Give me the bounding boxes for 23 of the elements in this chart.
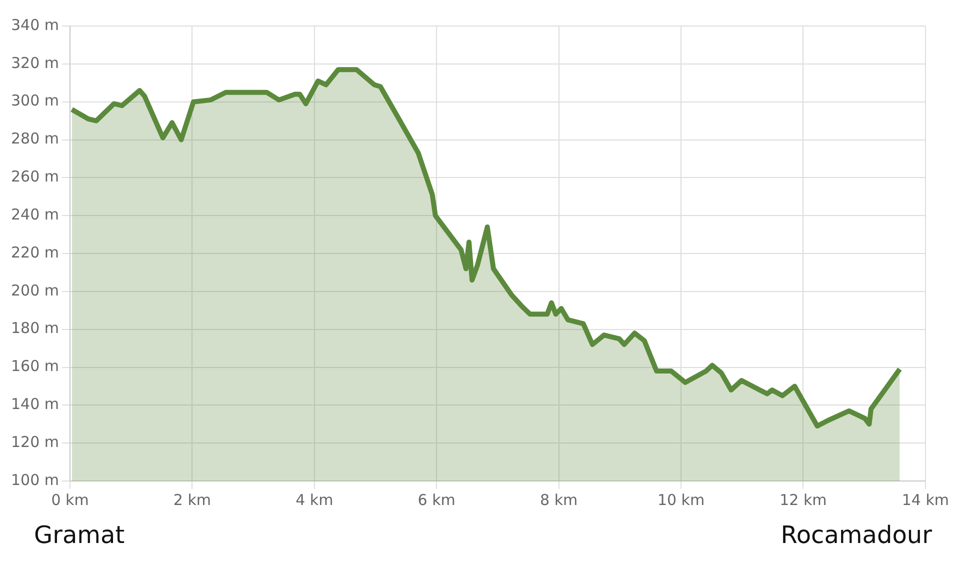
y-tick-label: 180 m <box>10 319 60 338</box>
x-tick-label: 4 km <box>296 490 334 509</box>
x-tick-label: 2 km <box>173 490 212 509</box>
y-tick-label: 220 m <box>10 243 60 262</box>
x-tick-label: 14 km <box>902 490 949 509</box>
y-tick-label: 160 m <box>10 357 60 376</box>
y-tick-label: 200 m <box>10 281 60 300</box>
x-tick-label: 12 km <box>780 490 827 509</box>
y-tick-label: 340 m <box>10 16 60 34</box>
y-tick-label: 140 m <box>10 395 60 414</box>
y-tick-label: 120 m <box>10 432 60 451</box>
y-tick-label: 260 m <box>10 168 60 186</box>
x-tick-label: 0 km <box>51 490 89 509</box>
text: Rocamadour <box>780 521 932 549</box>
y-tick-label: 100 m <box>10 470 60 489</box>
y-tick-label: 280 m <box>10 130 60 148</box>
x-tick-label: 8 km <box>540 490 578 509</box>
y-tick-label: 320 m <box>10 54 60 72</box>
text: Gramat <box>34 521 125 549</box>
y-tick-label: 240 m <box>10 205 60 224</box>
x-tick-label: 6 km <box>418 490 456 509</box>
y-tick-label: 300 m <box>10 92 60 110</box>
x-tick-label: 10 km <box>657 490 705 509</box>
